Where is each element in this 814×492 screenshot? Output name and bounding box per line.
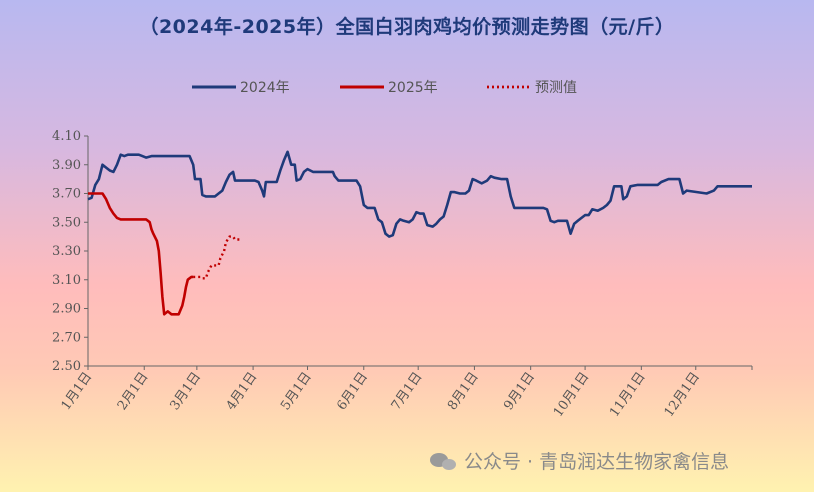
chart-title: （2024年-2025年）全国白羽肉鸡均价预测走势图（元/斤） [139, 16, 675, 38]
wechat-icon [430, 451, 458, 471]
y-tick-label: 3.70 [52, 187, 81, 202]
series-line-2024年 [87, 150, 752, 238]
y-tick-label: 3.50 [52, 215, 81, 230]
x-tick-label: 11月1日 [607, 370, 648, 420]
x-tick-label: 4月1日 [224, 370, 261, 413]
series-line-2025年 [88, 192, 194, 316]
y-tick-label: 3.30 [52, 244, 81, 259]
legend-label: 2025年 [388, 80, 438, 96]
y-tick-label: 2.70 [52, 330, 81, 345]
y-tick-label: 4.10 [52, 129, 81, 144]
y-tick-label: 3.10 [52, 273, 81, 288]
watermark: 公众号 · 青岛润达生物家禽信息 [430, 447, 729, 474]
legend-label: 预测值 [535, 80, 577, 96]
y-tick-label: 2.90 [52, 302, 81, 317]
x-tick-label: 8月1日 [445, 370, 482, 413]
y-tick-label: 2.50 [52, 359, 81, 374]
x-tick-label: 10月1日 [551, 370, 592, 420]
legend-label: 2024年 [240, 80, 290, 96]
x-tick-label: 6月1日 [334, 370, 371, 413]
x-tick-label: 5月1日 [278, 370, 315, 413]
x-tick-label: 7月1日 [389, 370, 426, 413]
watermark-text: 公众号 · 青岛润达生物家禽信息 [464, 451, 730, 473]
x-tick-label: 12月1日 [662, 370, 703, 420]
x-tick-label: 3月1日 [167, 370, 204, 413]
x-tick-label: 9月1日 [501, 370, 538, 413]
y-tick-label: 3.90 [52, 158, 81, 173]
series-line-预测值 [193, 235, 241, 280]
x-tick-label: 1月1日 [59, 370, 96, 413]
x-tick-label: 2月1日 [115, 370, 152, 413]
